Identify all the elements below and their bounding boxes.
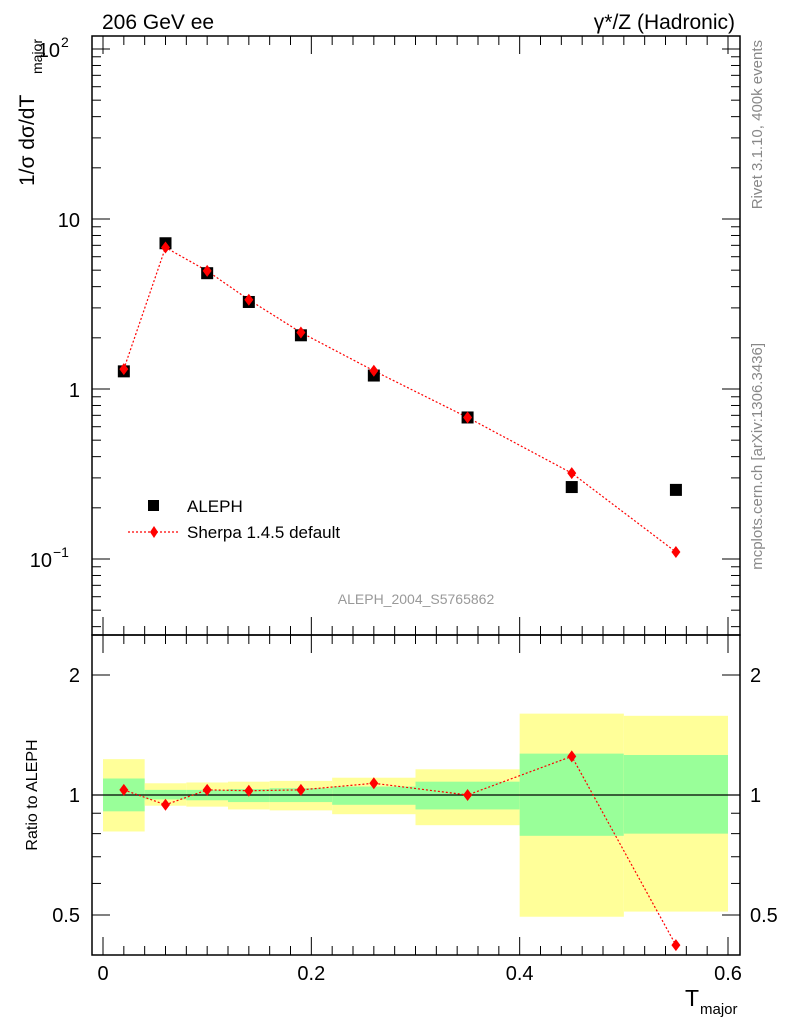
ratio-ytick-label-left: 2 xyxy=(69,665,80,687)
x-axis-label-sub: major xyxy=(700,1001,738,1018)
sherpa-point xyxy=(244,293,254,306)
sherpa-ratio-point xyxy=(202,783,212,796)
xtick-label: 0.2 xyxy=(297,963,325,985)
main-ylabel-sub: major xyxy=(29,39,45,74)
main-ytick-label-100: 10 xyxy=(38,40,60,62)
sherpa-ratio-point xyxy=(567,750,577,763)
main-axis-ticks xyxy=(92,36,740,635)
main-plot-marks xyxy=(117,237,682,558)
ratio-panel: 0.5 0.5 1 1 2 2 0 0.2 0.4 0.6 Ratio to ALEPH T m… xyxy=(24,634,778,1018)
ratio-ytick-label-right: 2 xyxy=(750,665,761,687)
mcplots-source-label: mcplots.cern.ch [arXiv:1306.3436] xyxy=(749,343,766,570)
main-ytick-label-0.1-exp: −1 xyxy=(53,544,69,560)
aleph-point xyxy=(565,481,578,494)
legend-label-sherpa: Sherpa 1.4.5 default xyxy=(187,523,340,542)
sherpa-ratio-line xyxy=(123,755,677,946)
main-frame xyxy=(91,35,741,636)
main-ytick-label-100-exp: 2 xyxy=(61,34,69,50)
main-panel: 10 2 10 1 10 −1 1/σ dσ/dT major ALEPH Sh… xyxy=(16,34,741,636)
sherpa-point xyxy=(463,411,473,424)
ratio-ytick-label-right: 1 xyxy=(750,785,761,807)
main-ytick-label-1: 1 xyxy=(69,380,80,402)
sherpa-ratio-point xyxy=(161,798,170,811)
xtick-label: 0 xyxy=(97,963,108,985)
ratio-band-stat xyxy=(623,754,728,834)
header-left: 206 GeV ee xyxy=(102,11,214,34)
sherpa-ratio-point xyxy=(671,939,681,952)
legend-marker-aleph xyxy=(148,500,159,511)
ratio-ylabel: Ratio to ALEPH xyxy=(24,739,41,850)
ratio-plot-marks xyxy=(119,750,681,952)
sherpa-point xyxy=(296,326,306,339)
xtick-label: 0.6 xyxy=(714,963,742,985)
ratio-ytick-label-right: 0.5 xyxy=(750,905,778,927)
sherpa-point xyxy=(119,363,129,376)
ratio-uncertainty-bands xyxy=(103,713,728,917)
ratio-band-stat xyxy=(332,786,416,805)
sherpa-point xyxy=(671,545,681,558)
sherpa-ratio-point xyxy=(463,789,473,801)
sherpa-point xyxy=(369,364,379,377)
rivet-version-label: Rivet 3.1.10, 400k events xyxy=(749,40,766,209)
sherpa-point xyxy=(202,264,212,277)
legend-label-aleph: ALEPH xyxy=(187,497,243,516)
sherpa-ratio-point xyxy=(244,784,254,797)
main-ytick-label-0.1: 10 xyxy=(30,550,52,572)
xtick-label: 0.4 xyxy=(506,963,534,985)
x-axis-label: T xyxy=(685,985,699,1011)
ratio-ytick-label-left: 1 xyxy=(69,785,80,807)
header-right: γ*/Z (Hadronic) xyxy=(594,11,735,34)
analysis-id-label: ALEPH_2004_S5765862 xyxy=(338,591,495,607)
sherpa-ratio-point xyxy=(296,783,306,796)
ratio-xtick-labels: 0 0.2 0.4 0.6 xyxy=(97,963,741,985)
ratio-axis-ticks xyxy=(92,635,740,955)
sherpa-point xyxy=(567,467,577,480)
legend: ALEPH Sherpa 1.4.5 default xyxy=(128,497,340,542)
sherpa-point xyxy=(161,241,170,254)
main-ytick-label-10: 10 xyxy=(58,210,80,232)
ratio-ytick-label-left: 0.5 xyxy=(52,905,80,927)
aleph-point xyxy=(669,483,682,496)
sherpa-ratio-point xyxy=(119,783,129,796)
main-ylabel: 1/σ dσ/dT xyxy=(16,95,39,186)
legend-marker-sherpa xyxy=(150,526,158,538)
ratio-ytick-labels: 0.5 0.5 1 1 2 2 xyxy=(52,665,778,927)
sherpa-ratio-point xyxy=(369,777,379,790)
